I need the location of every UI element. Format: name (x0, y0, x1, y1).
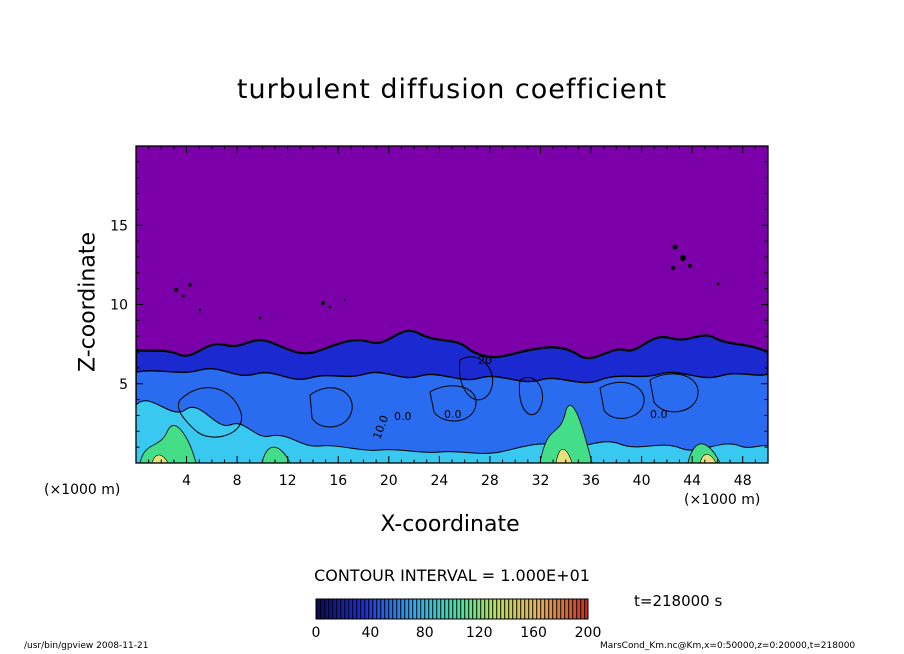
colorbar-frame (315, 598, 589, 620)
x-tick-label: 8 (233, 473, 242, 489)
contour-interval-label: CONTOUR INTERVAL = 1.000E+01 (314, 566, 590, 585)
colorbar-tick-label: 200 (575, 625, 602, 641)
eddy-contours (177, 356, 699, 438)
contour-label: 0.0 (650, 408, 668, 421)
x-tick-label: 36 (582, 473, 600, 489)
chart-title: turbulent diffusion coefficient (236, 74, 668, 105)
time-label: t=218000 s (634, 592, 723, 610)
x-tick-label: 20 (380, 473, 398, 489)
x-tick-label: 28 (481, 473, 499, 489)
x-unit-right-label: (×1000 m) (684, 492, 761, 508)
colorbar-tick-label: 80 (416, 625, 434, 641)
x-tick-label: 16 (329, 473, 347, 489)
y-tick-label: 5 (119, 377, 128, 393)
x-tick-label: 32 (532, 473, 550, 489)
x-tick-label: 12 (279, 473, 297, 489)
contour-labels: 20 0.0 0.0 10.0 0.0 (371, 354, 668, 441)
colorbar: 0 40 80 120 160 200 (312, 598, 602, 641)
contour-label: 20 (478, 354, 492, 367)
x-tick-label: 4 (182, 473, 191, 489)
x-tick-label: 40 (633, 473, 651, 489)
y-tick-label: 15 (110, 218, 128, 234)
colorbar-stripes (316, 599, 588, 619)
footer-data-spec: MarsCond_Km.nc@Km,x=0:50000,z=0:20000,t=… (600, 641, 856, 651)
y-tick-label: 10 (110, 298, 128, 314)
colorbar-tick-label: 0 (312, 625, 321, 641)
x-tick-label: 44 (683, 473, 701, 489)
scattered-blobs (174, 244, 720, 320)
x-axis: 4 8 12 16 20 24 28 32 36 40 44 48 (148, 146, 756, 489)
y-axis: 5 10 15 (110, 161, 768, 448)
plot-area (136, 146, 768, 463)
colorbar-tick-label: 40 (361, 625, 379, 641)
contour-label: 0.0 (394, 410, 412, 423)
colorbar-tick-label: 120 (466, 625, 493, 641)
contour-label: 0.0 (444, 408, 462, 421)
turbulent-core-green (139, 405, 721, 463)
colorbar-tick-label: 160 (520, 625, 547, 641)
x-tick-label: 48 (734, 473, 752, 489)
footer-program-date: /usr/bin/gpview 2008-11-21 (24, 641, 149, 651)
turbulent-core-cyan (136, 400, 768, 463)
x-tick-label: 24 (430, 473, 448, 489)
x-axis-label: X-coordinate (380, 512, 520, 537)
x-unit-left-label: (×1000 m) (44, 482, 121, 498)
